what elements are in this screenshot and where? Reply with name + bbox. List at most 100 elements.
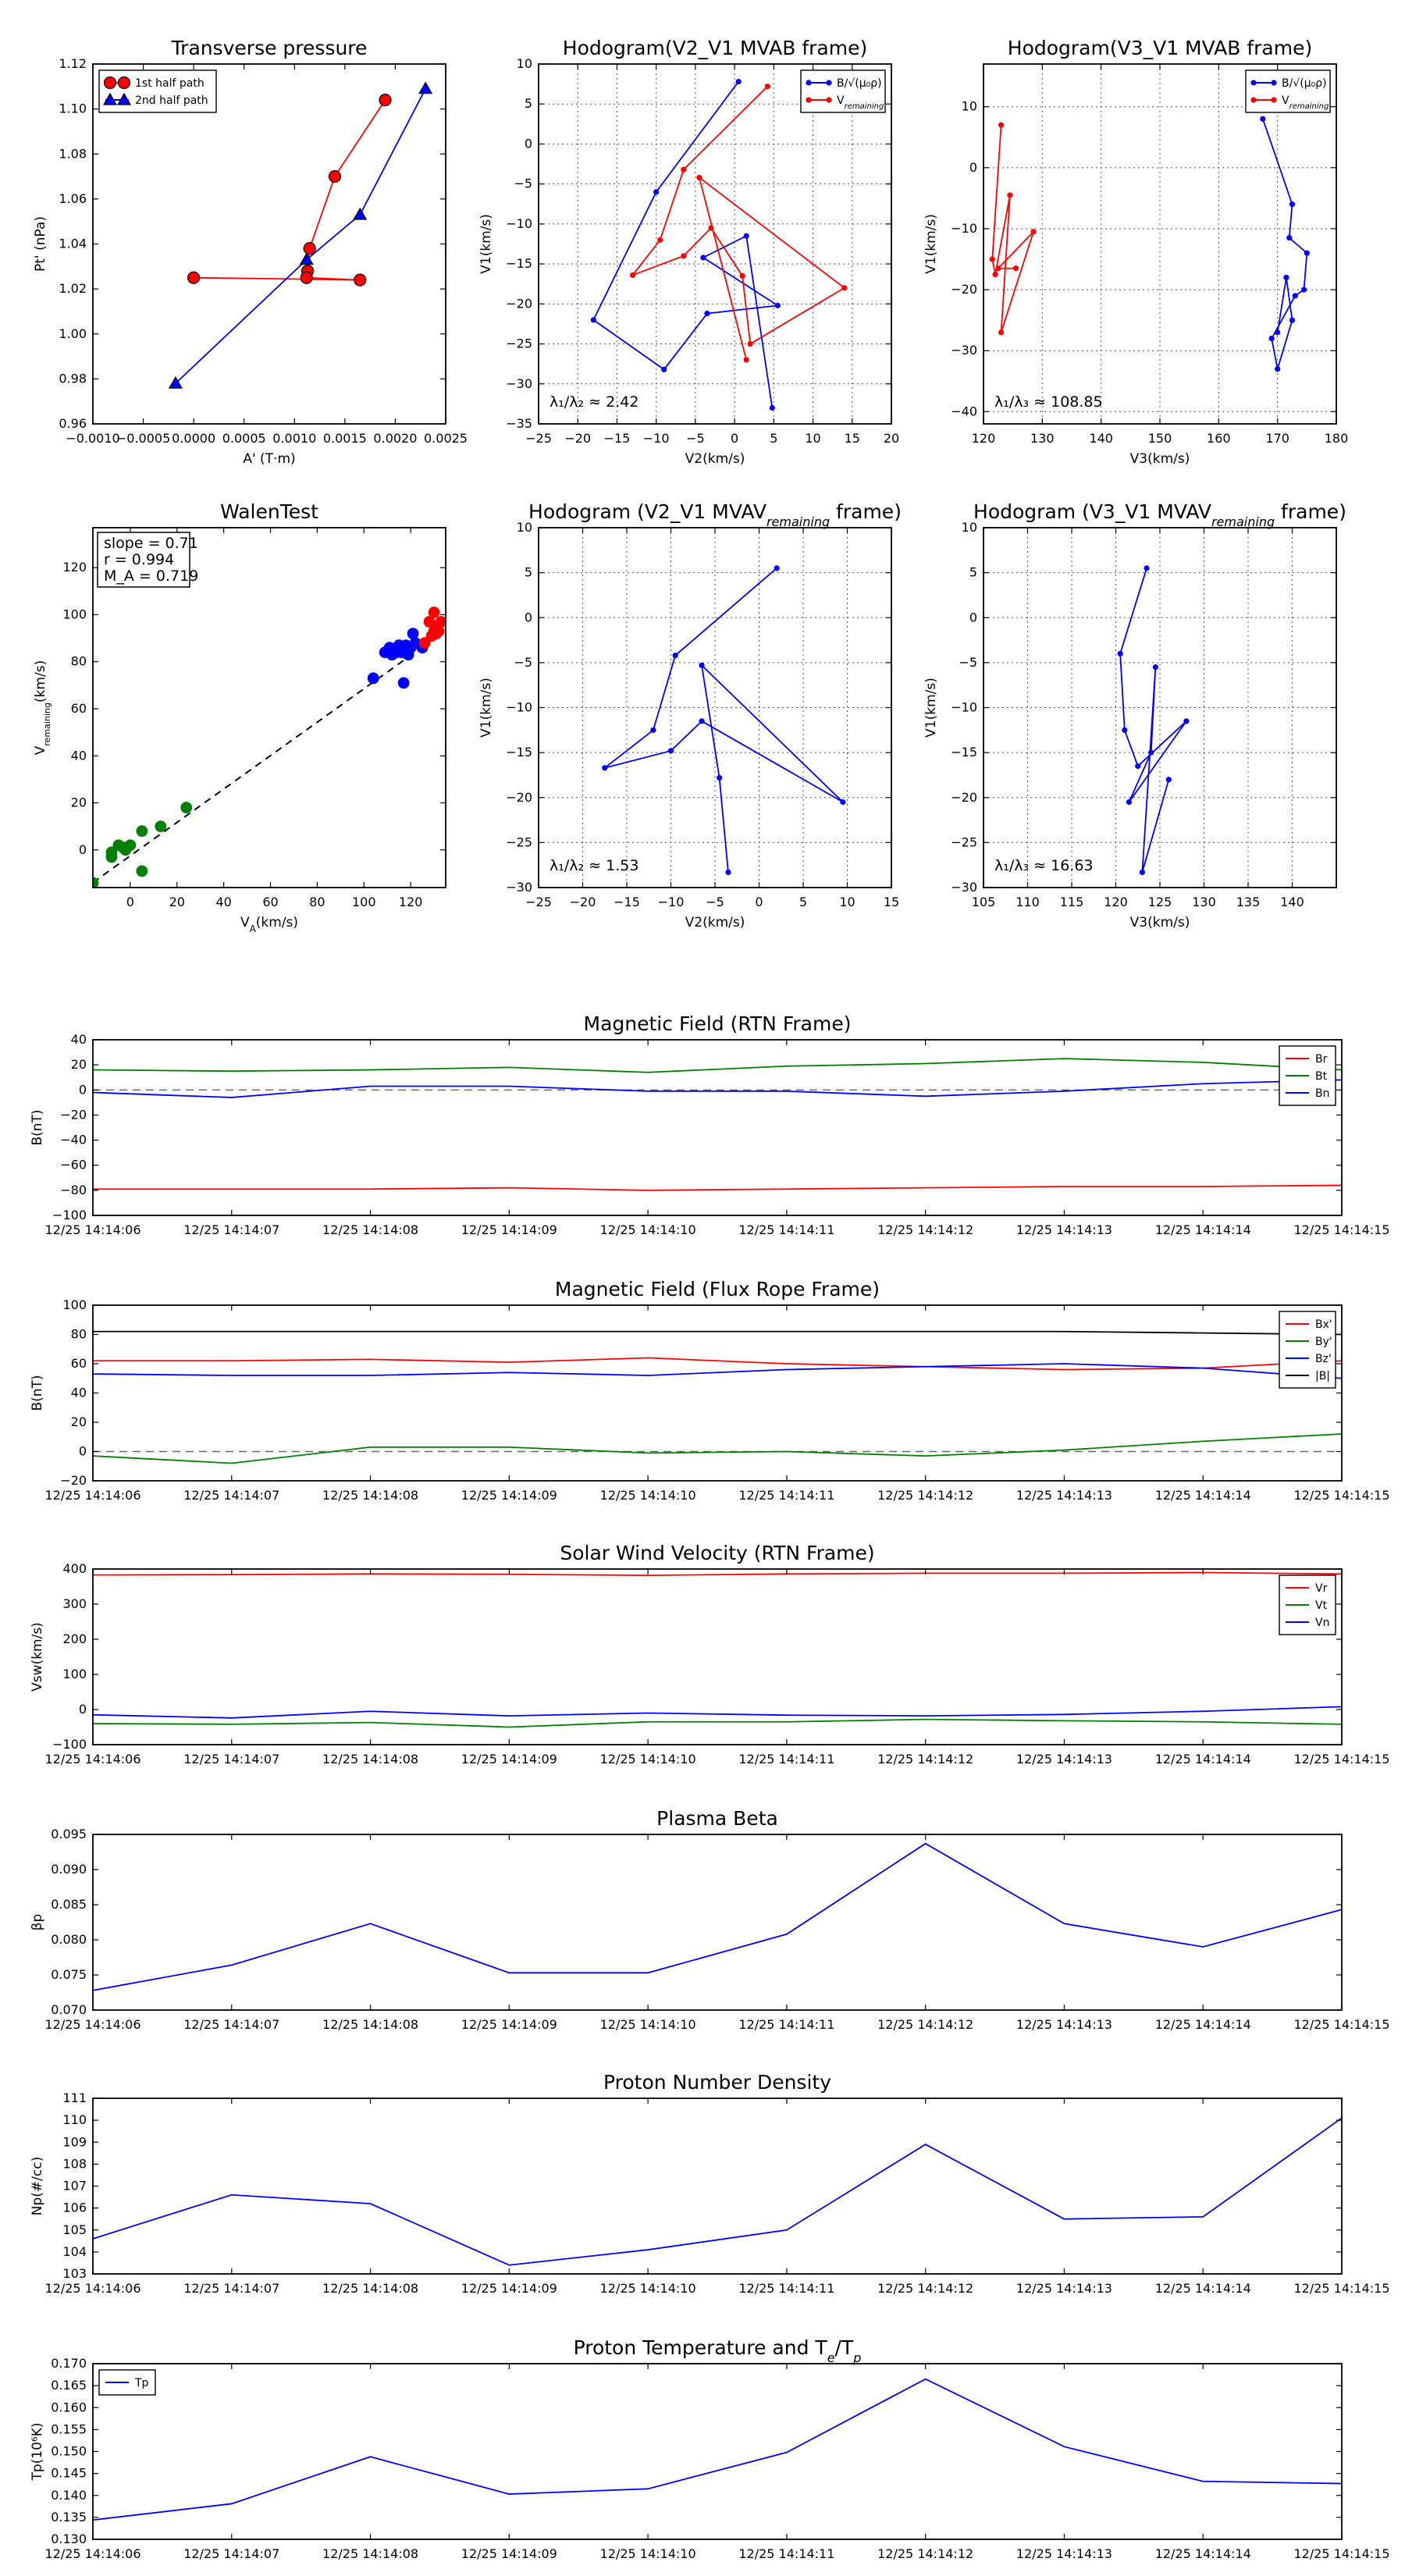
- legend-frame: [1245, 69, 1331, 113]
- y-tick-label: −5: [959, 655, 977, 670]
- series-v-remaining: [629, 84, 848, 363]
- series-blue: [367, 628, 429, 689]
- x-tick-label: 140: [1089, 431, 1113, 446]
- series-line: [93, 1718, 1342, 1728]
- x-tick-label: −5: [706, 895, 724, 909]
- x-tick-label: −5: [686, 431, 705, 446]
- legend-label: Vn: [1315, 1617, 1329, 1629]
- data-point: [1012, 265, 1019, 272]
- series-line: [93, 1330, 1342, 1336]
- data-point: [717, 774, 723, 781]
- y-tick-label: −15: [506, 745, 532, 760]
- x-tick-label: 12/25 14:14:10: [600, 1752, 696, 1767]
- y-tick-label: −15: [951, 745, 977, 760]
- y-tick-label: 0.145: [51, 2466, 87, 2481]
- x-tick-label: −15: [604, 431, 631, 446]
- x-tick-label: −20: [564, 431, 591, 446]
- plot-frame: [92, 2097, 1343, 2275]
- data-point: [681, 166, 687, 173]
- x-tick-label: 110: [1016, 895, 1040, 909]
- legend-label: Vremaining: [837, 94, 884, 111]
- series-line: [93, 1842, 1342, 1991]
- y-tick-label: 0.98: [59, 371, 87, 386]
- y-tick-label: 103: [62, 2266, 87, 2281]
- y-tick-label: 60: [71, 701, 87, 716]
- data-point: [407, 628, 419, 639]
- x-tick-label: 12/25 14:14:11: [738, 2281, 834, 2296]
- y-axis-label: βp: [30, 1914, 45, 1931]
- axis-ticks: 12/25 14:14:06 12/25 14:14:07 12/25 14:14:…: [44, 1297, 1389, 1503]
- axis-ticks: 12/25 14:14:06 12/25 14:14:07 12/25 14:14:…: [44, 2356, 1389, 2561]
- x-tick-label: 0: [731, 431, 738, 446]
- grid: [984, 64, 1336, 424]
- data-point: [1304, 250, 1310, 256]
- legend-label: B/√(μ₀ρ): [1282, 77, 1327, 90]
- data-point: [667, 748, 674, 754]
- data-point: [774, 565, 780, 571]
- data-point: [696, 174, 702, 181]
- data-point: [1283, 274, 1289, 281]
- y-tick-label: 5: [969, 565, 977, 580]
- y-tick-label: 0.155: [51, 2421, 87, 2436]
- x-tick-label: 12/25 14:14:10: [600, 1488, 696, 1503]
- data-point: [1292, 293, 1298, 299]
- series-1st-half-path: [187, 94, 392, 286]
- x-axis-label: VA(km/s): [240, 915, 298, 934]
- axis-ticks: 12/25 14:14:06 12/25 14:14:07 12/25 14:14:…: [44, 1827, 1389, 2032]
- x-tick-label: 100: [352, 895, 376, 909]
- y-tick-label: 1.12: [59, 56, 87, 71]
- series-tp: [93, 2378, 1342, 2521]
- axis-ticks: 12/25 14:14:06 12/25 14:14:07 12/25 14:14:…: [44, 1561, 1389, 1767]
- x-tick-label: 10: [805, 431, 820, 446]
- chart-transverse: −0.0010−0.0005 0.0000 0.0005 0.0010 0.0015 0.…: [33, 37, 468, 467]
- legend-label: By': [1315, 1336, 1332, 1348]
- legend-marker: [1271, 97, 1277, 103]
- legend: B/√(μ₀ρ) Vremaining: [800, 69, 886, 113]
- y-tick-label: 0: [79, 1702, 87, 1717]
- y-tick-label: −10: [506, 700, 532, 715]
- y-axis-label: Pt' (nPa): [33, 216, 48, 272]
- y-tick-label: 200: [62, 1631, 87, 1646]
- legend-marker: [806, 80, 812, 86]
- data-point: [1289, 317, 1296, 323]
- x-tick-label: −25: [525, 431, 552, 446]
- x-tick-label: 12/25 14:14:13: [1016, 2017, 1112, 2032]
- y-tick-label: −80: [60, 1183, 87, 1197]
- series-line: [592, 80, 780, 408]
- y-tick-label: 0: [969, 160, 977, 175]
- data-point: [1260, 116, 1266, 122]
- data-point: [992, 271, 998, 278]
- legend-label: B/√(μ₀ρ): [837, 77, 882, 90]
- data-point: [653, 189, 660, 195]
- y-tick-label: −20: [60, 1473, 87, 1488]
- legend-marker: [1250, 97, 1257, 103]
- series-line: [93, 1706, 1342, 1719]
- y-tick-label: 0.130: [51, 2532, 87, 2546]
- data-point: [708, 225, 714, 231]
- y-tick-label: 105: [62, 2222, 87, 2237]
- legend-marker: [826, 97, 832, 103]
- axis-ticks: 12/25 14:14:06 12/25 14:14:07 12/25 14:14:…: [44, 1032, 1389, 1237]
- axis-ticks: 12/25 14:14:06 12/25 14:14:07 12/25 14:14:…: [44, 2090, 1389, 2296]
- x-tick-label: 12/25 14:14:12: [877, 2281, 973, 2296]
- series-line: [93, 1357, 1342, 1371]
- x-axis-label: V3(km/s): [1130, 451, 1190, 467]
- x-tick-label: 12/25 14:14:06: [44, 2017, 140, 2032]
- legend-label: 2nd half path: [135, 94, 208, 107]
- y-axis-label: B(nT): [30, 1375, 45, 1411]
- x-tick-label: 12/25 14:14:15: [1293, 1222, 1389, 1237]
- series-line: [93, 1058, 1342, 1073]
- x-tick-label: 20: [169, 895, 185, 909]
- x-tick-label: −20: [570, 895, 596, 909]
- data-point: [105, 851, 118, 863]
- x-tick-label: 12/25 14:14:07: [183, 2017, 279, 2032]
- x-tick-label: 12/25 14:14:14: [1155, 1222, 1251, 1237]
- data-point: [136, 865, 148, 877]
- data-point: [354, 273, 367, 286]
- data-point: [1122, 727, 1128, 733]
- x-tick-label: 12/25 14:14:11: [738, 2017, 834, 2032]
- data-point: [699, 718, 705, 724]
- chart-hodo_v3_mvav: 105 110 115 120 125 130 135 140−30−25−20−15−10−…: [923, 500, 1346, 930]
- y-axis-label: Tp(10⁶K): [30, 2422, 45, 2481]
